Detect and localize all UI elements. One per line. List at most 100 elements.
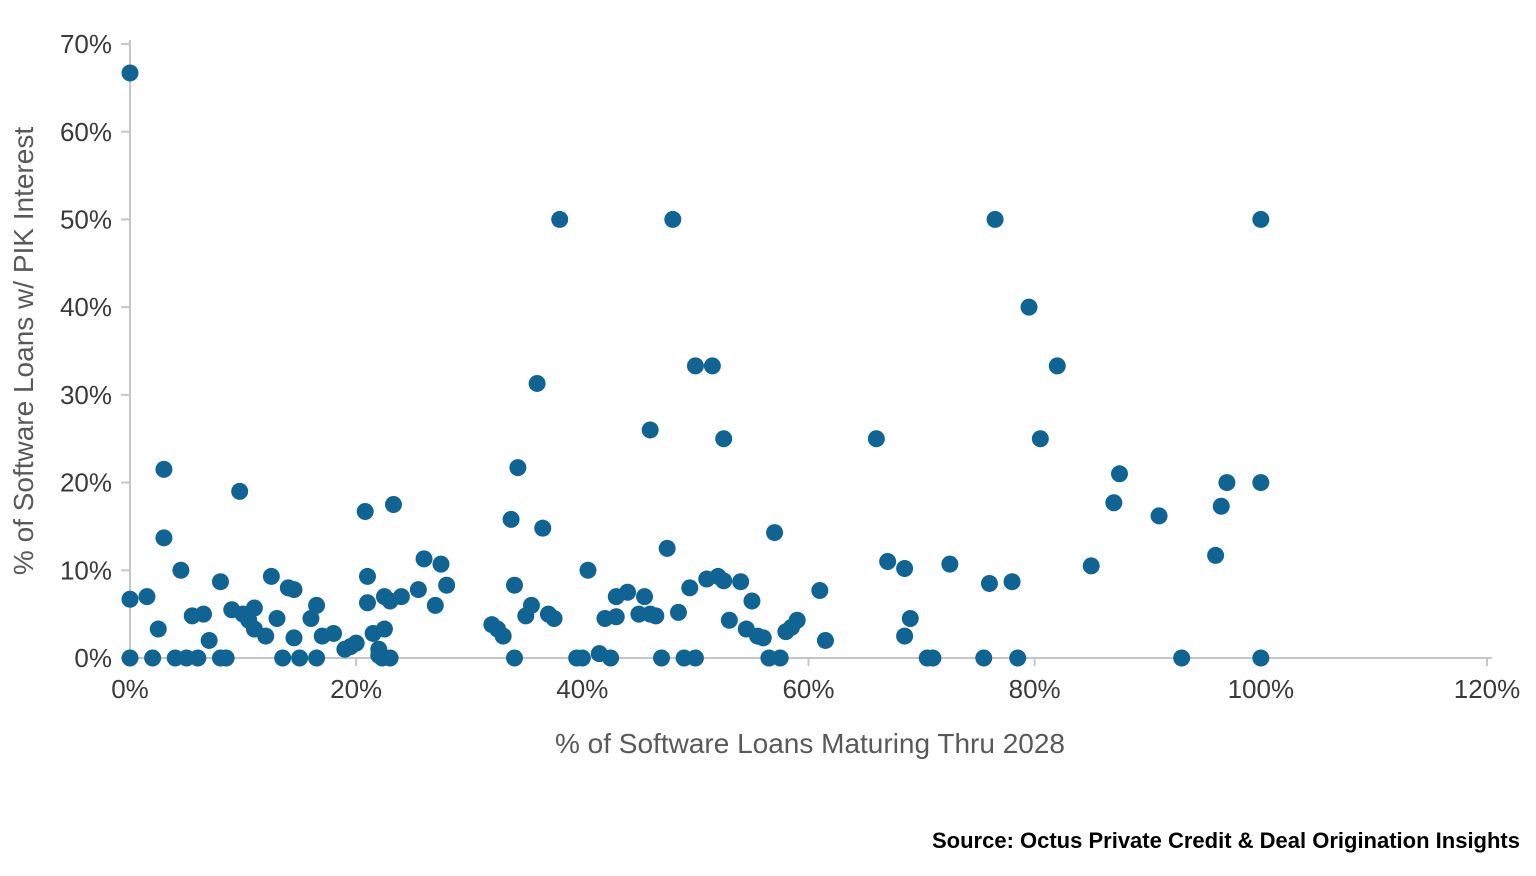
data-point: [375, 620, 393, 638]
data-point: [811, 581, 829, 599]
data-point: [1105, 494, 1123, 512]
data-point: [715, 430, 733, 448]
data-point: [669, 603, 687, 621]
data-point: [1252, 474, 1270, 492]
data-point: [356, 503, 374, 521]
data-point: [896, 560, 914, 578]
y-tick-label: 50%: [60, 205, 112, 235]
data-point: [121, 64, 139, 82]
data-point: [144, 649, 162, 667]
data-point: [1110, 465, 1128, 483]
x-tick-label: 40%: [556, 674, 608, 704]
y-tick-label: 70%: [60, 29, 112, 59]
data-point: [1173, 649, 1191, 667]
y-tick-label: 40%: [60, 292, 112, 322]
data-point: [1207, 546, 1225, 564]
y-tick-label: 60%: [60, 117, 112, 147]
data-point: [285, 629, 303, 647]
data-point: [686, 357, 704, 375]
data-point: [975, 649, 993, 667]
x-tick-label: 20%: [330, 674, 382, 704]
data-point: [291, 649, 309, 667]
data-point: [534, 519, 552, 537]
data-point: [896, 627, 914, 645]
data-point: [766, 524, 784, 542]
data-point: [652, 649, 670, 667]
data-point: [1212, 497, 1230, 515]
data-point: [1003, 573, 1021, 591]
data-point: [274, 649, 292, 667]
data-point: [720, 611, 738, 629]
y-tick-label: 10%: [60, 555, 112, 585]
chart-canvas: 0% 10% 20% 30% 40% 50% 60% 70% 0% 20% 40% 60% 80% 100…: [60, 29, 1520, 704]
data-point: [200, 631, 218, 649]
data-point: [384, 496, 402, 513]
data-point: [1252, 210, 1270, 228]
data-point: [325, 624, 343, 642]
data-point: [155, 529, 173, 547]
data-point: [138, 588, 156, 606]
data-point: [1150, 507, 1168, 525]
data-point: [268, 610, 286, 628]
data-point: [771, 649, 789, 667]
data-point: [816, 631, 834, 649]
data-point: [211, 573, 229, 591]
data-point: [438, 576, 456, 594]
data-point: [257, 627, 275, 645]
data-point: [636, 588, 654, 606]
data-point: [522, 596, 540, 614]
scatter-chart: 0% 10% 20% 30% 40% 50% 60% 70% 0% 20% 40% 60% 80% 100…: [8, 29, 1520, 759]
data-point: [1252, 649, 1270, 667]
data-point: [308, 649, 326, 667]
data-point: [409, 581, 427, 599]
y-tick-label: 20%: [60, 468, 112, 498]
data-point: [172, 561, 190, 579]
data-point: [924, 649, 942, 667]
data-point: [647, 607, 665, 625]
data-point: [505, 649, 523, 667]
data-point: [231, 482, 249, 500]
source-credit: Source: Octus Private Credit & Deal Orig…: [931, 828, 1520, 853]
data-point: [358, 567, 376, 585]
data-point: [545, 610, 563, 628]
data-point: [641, 421, 659, 439]
data-point: [1082, 557, 1100, 575]
data-point: [509, 459, 527, 477]
data-point: [121, 649, 139, 667]
x-tick-label: 0%: [111, 674, 149, 704]
x-tick-label: 60%: [782, 674, 834, 704]
data-point: [155, 460, 173, 478]
data-point: [867, 430, 885, 448]
data-point: [217, 649, 235, 667]
data-point: [392, 588, 410, 606]
data-point: [426, 596, 444, 614]
data-point: [302, 610, 320, 628]
data-point: [980, 574, 998, 592]
data-point: [347, 634, 365, 652]
data-point: [1031, 430, 1049, 448]
data-point: [901, 610, 919, 628]
data-point: [681, 579, 699, 597]
data-point: [285, 581, 303, 599]
data-point: [743, 592, 761, 610]
data-point: [941, 555, 959, 573]
data-point: [551, 210, 569, 228]
data-point: [658, 539, 676, 557]
data-point: [149, 620, 167, 638]
data-point: [986, 210, 1004, 228]
data-point: [502, 510, 520, 528]
data-point: [1020, 298, 1038, 316]
y-tick-label: 0%: [74, 643, 112, 673]
data-point: [1009, 649, 1027, 667]
data-point: [358, 594, 376, 612]
data-point: [573, 649, 591, 667]
data-point: [879, 553, 897, 571]
data-point: [579, 561, 597, 579]
data-point: [121, 590, 139, 608]
data-point: [189, 649, 207, 667]
data-point: [245, 599, 263, 617]
data-point: [528, 374, 546, 392]
data-point: [195, 605, 213, 623]
data-point: [1218, 474, 1236, 492]
